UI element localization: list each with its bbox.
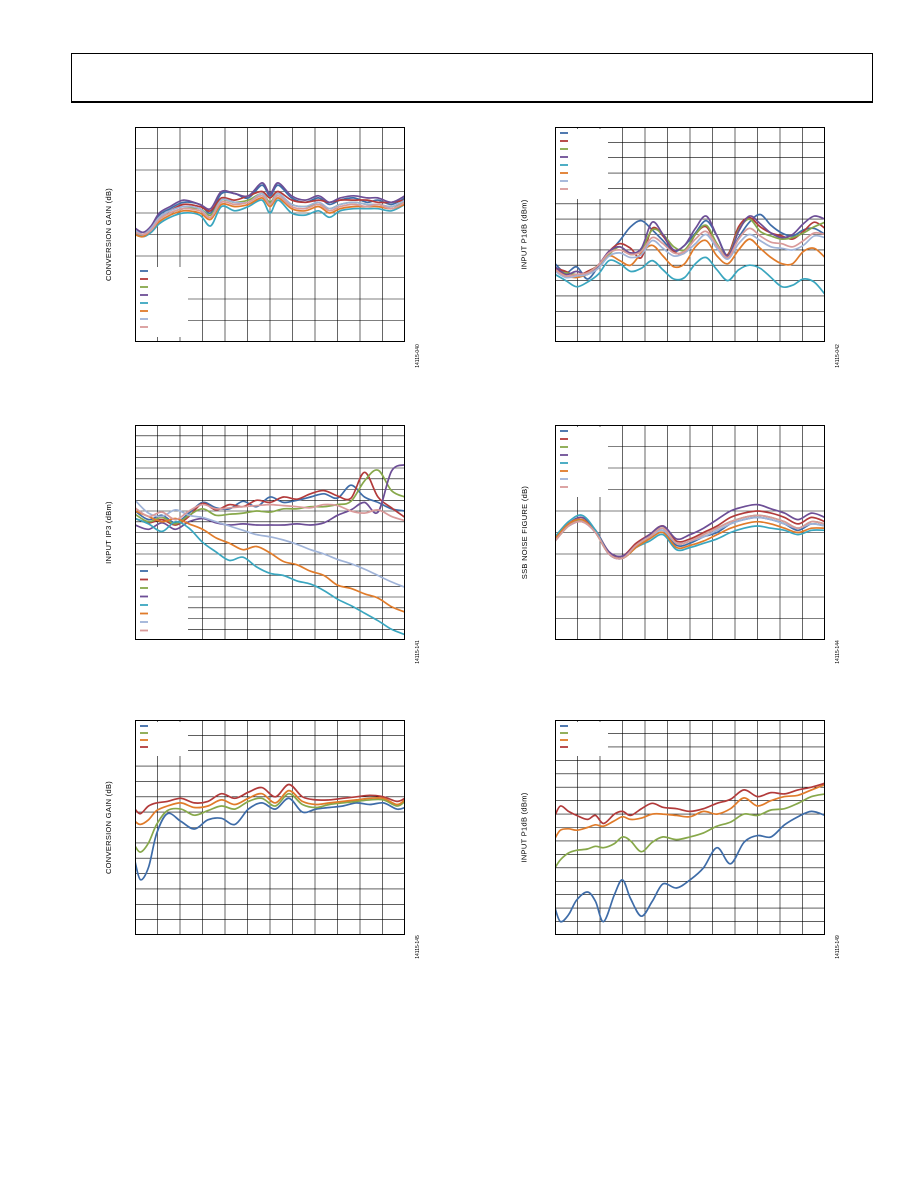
series-line-4 (135, 783, 405, 815)
chart-fig-p1db-1 (555, 127, 825, 342)
figure-number: 14115-141 (414, 640, 421, 664)
series-line-3 (135, 789, 405, 826)
legend (136, 722, 188, 756)
series-line-4 (135, 463, 405, 531)
series-line-5 (135, 517, 405, 636)
series-line-6 (135, 510, 405, 613)
chart-svg (135, 720, 405, 935)
series-line-4 (555, 782, 825, 825)
chart-svg (135, 425, 405, 640)
grid-lines (135, 127, 405, 342)
page-header-box (71, 53, 873, 103)
figure-number: 14115-149 (834, 935, 841, 959)
series-line-7 (555, 233, 825, 279)
plot-frame (555, 127, 825, 342)
series-line-5 (555, 256, 825, 295)
plot-frame (135, 425, 405, 640)
series-line-3 (555, 783, 825, 839)
legend-background (556, 722, 608, 756)
chart-fig-gain-2 (135, 720, 405, 935)
y-axis-label: INPUT IP3 (dBm) (103, 500, 113, 564)
plot-frame (135, 720, 405, 935)
chart-svg (555, 127, 825, 342)
y-axis-label: INPUT P1dB (dBm) (519, 198, 529, 270)
series-line-1 (135, 184, 405, 236)
series-line-1 (135, 484, 405, 524)
chart-fig-ip3-1 (135, 425, 405, 640)
chart-fig-p1db-2 (555, 720, 825, 935)
legend (136, 567, 188, 640)
chart-fig-gain-1 (135, 127, 405, 342)
series-line-4 (135, 182, 405, 234)
figure-number: 14115-042 (834, 344, 841, 368)
series-line-1 (135, 797, 405, 881)
figure-number: 14115-145 (414, 935, 421, 959)
figure-number: 14115-144 (834, 640, 841, 664)
chart-fig-nf-1 (555, 425, 825, 640)
legend (136, 267, 188, 337)
plot-frame (555, 720, 825, 935)
series-line-2 (135, 471, 405, 526)
y-axis-label: SSB NOISE FIGURE (dB) (519, 485, 529, 579)
series-line-8 (135, 503, 405, 522)
series-line-8 (555, 227, 825, 278)
series-line-1 (555, 213, 825, 280)
series-line-7 (135, 499, 405, 589)
chart-svg (555, 720, 825, 935)
legend (556, 722, 608, 756)
legend (556, 427, 608, 497)
series-line-8 (135, 194, 405, 236)
series-line-2 (555, 793, 825, 869)
series-line-2 (135, 792, 405, 853)
y-axis-label: CONVERSION GAIN (dB) (103, 187, 113, 281)
y-axis-label: INPUT P1dB (dBm) (519, 791, 529, 863)
chart-svg (555, 425, 825, 640)
legend-background (136, 722, 188, 756)
legend-background (136, 567, 188, 640)
plot-frame (135, 127, 405, 342)
series-line-1 (555, 810, 825, 923)
plot-frame (555, 425, 825, 640)
legend (556, 129, 608, 199)
series-line-6 (135, 197, 405, 238)
figure-number: 14115-040 (414, 344, 421, 368)
grid-lines (555, 720, 825, 935)
series-line-5 (135, 199, 405, 238)
series-line-8 (555, 514, 825, 560)
y-axis-label: CONVERSION GAIN (dB) (103, 780, 113, 874)
chart-svg (135, 127, 405, 342)
